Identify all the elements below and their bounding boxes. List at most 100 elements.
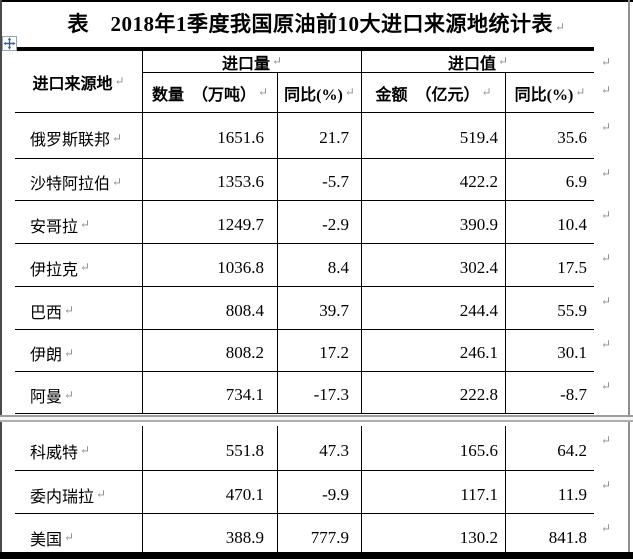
table-row: 俄罗斯联邦 ↵ 1651.6 21.7 519.4 35.6 ↵ bbox=[15, 113, 611, 159]
paragraph-mark: ↵ bbox=[80, 260, 91, 274]
table-title: 表 2018年1季度我国原油前10大进口来源地统计表 ↵ bbox=[0, 8, 633, 40]
table-row: 阿曼 ↵ 734.1 -17.3 222.8 -8.7 ↵ bbox=[15, 372, 611, 414]
statistics-table: 进口来源地 ↵ 进口量 ↵ 进口值 ↵ 数量 （万吨） ↵ 同比(%) ↵ 金额 （亿元）… bbox=[15, 47, 611, 557]
paragraph-mark: ↵ bbox=[64, 345, 75, 360]
paragraph-mark: ↵ bbox=[114, 74, 125, 88]
quantity-cell: 808.4 bbox=[142, 287, 277, 329]
page-top-border bbox=[0, 0, 633, 2]
amount-cell: 130.2 bbox=[361, 514, 505, 556]
paragraph-mark: ↵ bbox=[80, 443, 91, 457]
table-thick-top-border bbox=[15, 47, 594, 51]
row-end-mark: ↵ bbox=[600, 433, 611, 447]
amount-yoy-cell: 10.4 bbox=[505, 201, 594, 243]
header-quantity: 数量 （万吨） ↵ bbox=[142, 73, 277, 112]
table-row: 巴西 ↵ 808.4 39.7 244.4 55.9 ↵ bbox=[15, 287, 611, 330]
quantity-cell: 1249.7 bbox=[142, 201, 277, 243]
page-right-border bbox=[628, 0, 630, 559]
header-import-source: 进口来源地 ↵ bbox=[32, 74, 125, 93]
quantity-cell: 808.2 bbox=[142, 330, 277, 371]
paragraph-mark: ↵ bbox=[64, 303, 75, 317]
amount-yoy-cell: 6.9 bbox=[505, 159, 594, 200]
amount-yoy-cell: 17.5 bbox=[505, 244, 594, 286]
header-import-value-group: 进口值 ↵ bbox=[361, 51, 594, 73]
table-row: 委内瑞拉 ↵ 470.1 -9.9 117.1 11.9 ↵ bbox=[15, 471, 611, 514]
amount-yoy-cell: 35.6 bbox=[505, 113, 594, 158]
header-amount: 金额 （亿元） ↵ bbox=[361, 73, 505, 112]
table-row: 伊朗 ↵ 808.2 17.2 246.1 30.1 ↵ bbox=[15, 330, 611, 372]
quantity-yoy-cell: -17.3 bbox=[277, 372, 361, 413]
table-row: 美国 ↵ 388.9 777.9 130.2 841.8 ↵ bbox=[15, 514, 611, 557]
paragraph-mark: ↵ bbox=[497, 54, 509, 68]
row-end-mark: ↵ bbox=[600, 521, 611, 535]
table-row: 伊拉克 ↵ 1036.8 8.4 302.4 17.5 ↵ bbox=[15, 244, 611, 287]
quantity-cell: 734.1 bbox=[142, 372, 277, 413]
table-row: 科威特 ↵ 551.8 47.3 165.6 64.2 ↵ bbox=[15, 426, 611, 471]
quantity-yoy-cell: -9.9 bbox=[277, 471, 361, 513]
quantity-cell: 1651.6 bbox=[142, 113, 277, 158]
table-thick-bottom-border bbox=[0, 552, 633, 559]
quantity-cell: 1353.6 bbox=[142, 159, 277, 200]
source-cell: 美国 ↵ bbox=[30, 530, 75, 549]
amount-cell: 222.8 bbox=[361, 372, 505, 413]
paragraph-mark: ↵ bbox=[575, 85, 586, 99]
header-import-volume-group: 进口量 ↵ bbox=[142, 51, 361, 73]
source-cell: 沙特阿拉伯 ↵ bbox=[30, 174, 123, 194]
row-end-mark: ↵ bbox=[600, 337, 611, 351]
paragraph-mark: ↵ bbox=[112, 174, 123, 189]
table-body-page2: 科威特 ↵ 551.8 47.3 165.6 64.2 ↵ 委内瑞拉 ↵ 470.1 -9.9 117… bbox=[15, 426, 611, 557]
source-cell: 安哥拉 ↵ bbox=[30, 217, 91, 236]
amount-yoy-cell: 11.9 bbox=[505, 471, 594, 513]
amount-cell: 246.1 bbox=[361, 330, 505, 371]
paragraph-mark: ↵ bbox=[271, 54, 283, 68]
paragraph-mark: ↵ bbox=[112, 130, 123, 145]
row-end-mark: ↵ bbox=[600, 208, 611, 222]
quantity-yoy-cell: 17.2 bbox=[277, 330, 361, 371]
amount-cell: 244.4 bbox=[361, 287, 505, 329]
paragraph-mark: ↵ bbox=[80, 217, 91, 231]
paragraph-mark: ↵ bbox=[554, 20, 566, 34]
row-end-mark: ↵ bbox=[600, 379, 611, 393]
quantity-yoy-cell: -5.7 bbox=[277, 159, 361, 200]
paragraph-mark: ↵ bbox=[344, 85, 355, 99]
amount-cell: 302.4 bbox=[361, 244, 505, 286]
amount-cell: 390.9 bbox=[361, 201, 505, 243]
source-cell: 伊拉克 ↵ bbox=[30, 260, 91, 279]
table-move-handle-icon[interactable] bbox=[2, 36, 17, 51]
row-end-mark: ↵ bbox=[600, 120, 611, 134]
table-header: 进口来源地 ↵ 进口量 ↵ 进口值 ↵ 数量 （万吨） ↵ 同比(%) ↵ 金额 （亿元）… bbox=[15, 51, 611, 113]
amount-yoy-cell: 64.2 bbox=[505, 426, 594, 470]
row-end-mark: ↵ bbox=[600, 83, 611, 97]
table-title-text: 表 2018年1季度我国原油前10大进口来源地统计表 bbox=[67, 12, 553, 36]
paragraph-mark: ↵ bbox=[257, 85, 269, 99]
amount-yoy-cell: 30.1 bbox=[505, 330, 594, 371]
row-end-mark: ↵ bbox=[600, 166, 611, 180]
quantity-yoy-cell: 39.7 bbox=[277, 287, 361, 329]
quantity-yoy-cell: 47.3 bbox=[277, 426, 361, 470]
table-body-page1: 俄罗斯联邦 ↵ 1651.6 21.7 519.4 35.6 ↵ 沙特阿拉伯 ↵ 1353.6 -5… bbox=[15, 113, 611, 414]
quantity-yoy-cell: 8.4 bbox=[277, 244, 361, 286]
source-cell: 科威特 ↵ bbox=[30, 443, 91, 462]
row-end-mark: ↵ bbox=[600, 294, 611, 308]
table-row: 沙特阿拉伯 ↵ 1353.6 -5.7 422.2 6.9 ↵ bbox=[15, 159, 611, 201]
quantity-cell: 388.9 bbox=[142, 514, 277, 556]
quantity-cell: 470.1 bbox=[142, 471, 277, 513]
paragraph-mark: ↵ bbox=[64, 530, 75, 544]
amount-cell: 422.2 bbox=[361, 159, 505, 200]
amount-yoy-cell: 841.8 bbox=[505, 514, 594, 556]
amount-cell: 165.6 bbox=[361, 426, 505, 470]
source-cell: 伊朗 ↵ bbox=[30, 345, 75, 365]
row-end-mark: ↵ bbox=[600, 55, 611, 69]
row-end-mark: ↵ bbox=[600, 251, 611, 265]
header-quantity-yoy: 同比(%) ↵ bbox=[277, 73, 361, 112]
source-cell: 巴西 ↵ bbox=[30, 303, 75, 322]
row-end-mark: ↵ bbox=[600, 478, 611, 492]
header-amount-yoy: 同比(%) ↵ bbox=[505, 73, 594, 112]
quantity-yoy-cell: 21.7 bbox=[277, 113, 361, 158]
paragraph-mark: ↵ bbox=[481, 85, 492, 99]
quantity-yoy-cell: 777.9 bbox=[277, 514, 361, 556]
source-cell: 俄罗斯联邦 ↵ bbox=[30, 130, 123, 150]
source-cell: 委内瑞拉 ↵ bbox=[30, 487, 107, 506]
quantity-cell: 551.8 bbox=[142, 426, 277, 470]
source-cell: 阿曼 ↵ bbox=[30, 387, 75, 407]
